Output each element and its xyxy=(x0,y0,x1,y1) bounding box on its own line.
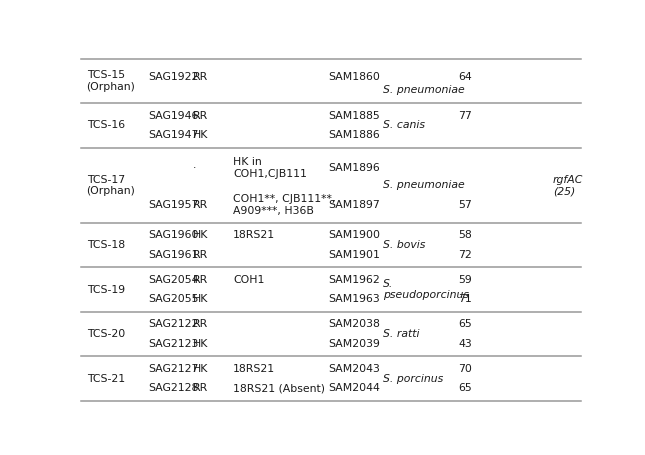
Text: COH1**, CJB111**,
A909***, H36B: COH1**, CJB111**, A909***, H36B xyxy=(233,194,335,216)
Text: HK: HK xyxy=(193,130,208,140)
Text: TCS-15
(Orphan): TCS-15 (Orphan) xyxy=(86,70,135,92)
Text: TCS-19: TCS-19 xyxy=(86,285,124,295)
Text: RR: RR xyxy=(193,72,208,82)
Text: 70: 70 xyxy=(458,364,472,374)
Text: SAM2043: SAM2043 xyxy=(328,364,380,374)
Text: S. pneumoniae: S. pneumoniae xyxy=(383,85,465,95)
Text: 57: 57 xyxy=(458,200,471,210)
Text: SAM1886: SAM1886 xyxy=(328,130,380,140)
Text: TCS-20: TCS-20 xyxy=(86,329,125,339)
Text: RR: RR xyxy=(193,200,208,210)
Text: HK: HK xyxy=(193,364,208,374)
Text: ·: · xyxy=(193,163,197,173)
Text: SAG2122: SAG2122 xyxy=(148,319,199,329)
Text: SAM1962: SAM1962 xyxy=(328,275,380,285)
Text: 18RS21: 18RS21 xyxy=(233,364,275,374)
Text: HK: HK xyxy=(193,339,208,349)
Text: SAG1947: SAG1947 xyxy=(148,130,199,140)
Text: RR: RR xyxy=(193,111,208,121)
Text: S. canis: S. canis xyxy=(383,121,425,131)
Text: RR: RR xyxy=(193,250,208,260)
Text: TCS-18: TCS-18 xyxy=(86,240,124,250)
Text: HK: HK xyxy=(193,294,208,304)
Text: S. pneumoniae: S. pneumoniae xyxy=(383,180,465,190)
Text: COH1: COH1 xyxy=(233,275,264,285)
Text: SAG1922: SAG1922 xyxy=(148,72,199,82)
Text: 18RS21: 18RS21 xyxy=(233,230,275,240)
Text: S. porcinus: S. porcinus xyxy=(383,374,443,384)
Text: rgfAC
(25): rgfAC (25) xyxy=(553,175,583,196)
Text: S. bovis: S. bovis xyxy=(383,240,426,250)
Text: HK in
COH1,CJB111: HK in COH1,CJB111 xyxy=(233,157,307,179)
Text: 58: 58 xyxy=(458,230,471,240)
Text: SAM1963: SAM1963 xyxy=(328,294,380,304)
Text: SAG1946: SAG1946 xyxy=(148,111,199,121)
Text: 18RS21 (Absent): 18RS21 (Absent) xyxy=(233,383,325,393)
Text: SAG1961: SAG1961 xyxy=(148,250,199,260)
Text: SAM1896: SAM1896 xyxy=(328,163,380,173)
Text: 71: 71 xyxy=(458,294,471,304)
Text: HK: HK xyxy=(193,230,208,240)
Text: 65: 65 xyxy=(458,383,471,393)
Text: SAM1897: SAM1897 xyxy=(328,200,380,210)
Text: SAM2039: SAM2039 xyxy=(328,339,380,349)
Text: SAG1957: SAG1957 xyxy=(148,200,199,210)
Text: SAG2054: SAG2054 xyxy=(148,275,199,285)
Text: 43: 43 xyxy=(458,339,471,349)
Text: RR: RR xyxy=(193,275,208,285)
Text: SAM1860: SAM1860 xyxy=(328,72,380,82)
Text: 65: 65 xyxy=(458,319,471,329)
Text: SAM2038: SAM2038 xyxy=(328,319,380,329)
Text: S. ratti: S. ratti xyxy=(383,329,419,339)
Text: SAM2044: SAM2044 xyxy=(328,383,380,393)
Text: TCS-21: TCS-21 xyxy=(86,374,124,384)
Text: SAM1900: SAM1900 xyxy=(328,230,380,240)
Text: RR: RR xyxy=(193,319,208,329)
Text: SAG1960: SAG1960 xyxy=(148,230,199,240)
Text: 59: 59 xyxy=(458,275,471,285)
Text: 77: 77 xyxy=(458,111,471,121)
Text: SAG2128: SAG2128 xyxy=(148,383,199,393)
Text: 64: 64 xyxy=(458,72,471,82)
Text: SAG2123: SAG2123 xyxy=(148,339,199,349)
Text: 72: 72 xyxy=(458,250,471,260)
Text: TCS-16: TCS-16 xyxy=(86,121,124,131)
Text: SAG2055: SAG2055 xyxy=(148,294,199,304)
Text: SAM1885: SAM1885 xyxy=(328,111,380,121)
Text: SAM1901: SAM1901 xyxy=(328,250,380,260)
Text: TCS-17
(Orphan): TCS-17 (Orphan) xyxy=(86,175,135,196)
Text: SAG2127: SAG2127 xyxy=(148,364,199,374)
Text: S.
pseudoporcinus: S. pseudoporcinus xyxy=(383,279,469,300)
Text: RR: RR xyxy=(193,383,208,393)
